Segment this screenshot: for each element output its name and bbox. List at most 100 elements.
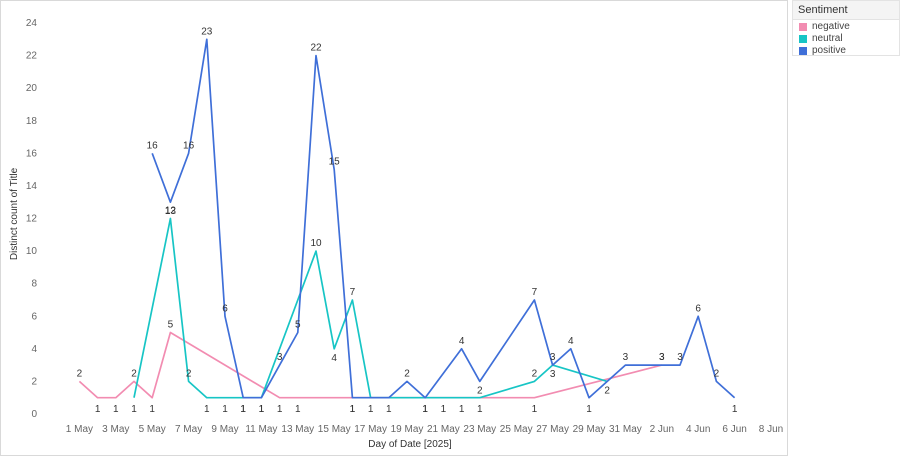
data-label-positive: 6	[222, 303, 228, 314]
data-label-negative: 5	[168, 320, 174, 331]
data-label-negative: 1	[422, 404, 428, 415]
x-tick-label: 27 May	[536, 424, 569, 435]
x-tick-label: 21 May	[427, 424, 460, 435]
data-label-negative: 1	[459, 404, 465, 415]
series-line-positive[interactable]	[151, 38, 736, 399]
legend-label-negative: negative	[812, 21, 850, 32]
data-label-positive: 16	[147, 140, 159, 151]
y-tick-label: 20	[26, 83, 38, 94]
data-label-positive: 3	[277, 352, 283, 363]
x-tick-label: 29 May	[573, 424, 606, 435]
data-label-negative: 2	[131, 368, 137, 379]
data-label-positive: 1	[240, 404, 246, 415]
x-tick-label: 7 May	[175, 424, 202, 435]
data-label-negative: 2	[77, 368, 83, 379]
y-tick-label: 10	[26, 246, 38, 257]
legend-item-neutral[interactable]: neutral	[793, 33, 899, 44]
legend-swatch-negative	[799, 22, 807, 31]
x-tick-label: 4 Jun	[686, 424, 710, 435]
x-tick-label: 5 May	[139, 424, 166, 435]
data-label-positive: 4	[459, 336, 465, 347]
data-label-neutral: 1	[204, 404, 210, 415]
data-label-neutral: 3	[550, 352, 556, 363]
y-tick-label: 2	[31, 376, 37, 387]
legend-swatch-neutral	[799, 34, 807, 43]
x-axis: 1 May 3 May 5 May 7 May 9 May 11 May 13 May 15 …	[66, 424, 783, 435]
data-label-positive: 23	[201, 26, 213, 37]
series-lines	[78, 38, 736, 399]
x-tick-label: 25 May	[500, 424, 533, 435]
data-label-neutral: 1	[477, 404, 483, 415]
legend: Sentiment negative neutral positive	[792, 0, 900, 56]
data-label-negative: 1	[277, 404, 283, 415]
x-tick-label: 1 May	[66, 424, 93, 435]
data-label-neutral: 1	[240, 404, 246, 415]
data-label-neutral: 1	[131, 404, 137, 415]
data-label-positive: 2	[714, 368, 720, 379]
x-tick-label: 2 Jun	[650, 424, 674, 435]
data-label-negative: 1	[95, 404, 101, 415]
data-label-positive: 7	[532, 287, 538, 298]
x-tick-label: 6 Jun	[722, 424, 746, 435]
legend-swatch-positive	[799, 46, 807, 55]
y-tick-label: 18	[26, 116, 38, 127]
data-label-positive: 4	[568, 336, 574, 347]
data-label-neutral: 2	[186, 368, 192, 379]
y-tick-label: 12	[26, 214, 38, 225]
legend-label-neutral: neutral	[812, 33, 843, 44]
x-tick-label: 31 May	[609, 424, 642, 435]
legend-item-negative[interactable]: negative	[793, 21, 899, 32]
x-tick-label: 8 Jun	[759, 424, 783, 435]
y-tick-label: 8	[31, 279, 37, 290]
data-label-negative: 1	[350, 404, 356, 415]
legend-label-positive: positive	[812, 45, 846, 56]
data-label-positive: 1	[422, 404, 428, 415]
legend-item-positive[interactable]: positive	[793, 45, 899, 56]
data-label-neutral: 1	[259, 404, 265, 415]
data-label-positive: 2	[404, 368, 410, 379]
data-label-positive: 22	[310, 43, 322, 54]
series-line-negative[interactable]	[78, 331, 663, 399]
data-label-negative: 3	[659, 352, 665, 363]
data-label-positive: 3	[623, 352, 629, 363]
x-tick-label: 3 May	[102, 424, 129, 435]
x-tick-label: 23 May	[463, 424, 496, 435]
data-label-positive: 1	[350, 404, 356, 415]
data-label-neutral: 4	[331, 353, 337, 364]
x-tick-label: 17 May	[354, 424, 387, 435]
data-label-positive: 13	[165, 206, 177, 217]
data-label-negative: 1	[113, 404, 119, 415]
data-label-neutral: 2	[604, 385, 610, 396]
x-tick-label: 15 May	[318, 424, 351, 435]
data-label-positive: 6	[695, 303, 701, 314]
data-label-positive: 16	[183, 140, 195, 151]
data-label-positive: 1	[732, 404, 738, 415]
data-label-negative: 1	[149, 404, 155, 415]
data-label-neutral: 1	[368, 404, 374, 415]
data-label-positive: 2	[477, 385, 483, 396]
data-label-positive: 3	[659, 352, 665, 363]
y-tick-label: 0	[31, 409, 37, 420]
y-tick-label: 24	[26, 18, 38, 29]
x-axis-title: Day of Date [2025]	[368, 439, 452, 450]
data-label-neutral: 7	[350, 287, 356, 298]
data-label-positive: 3	[550, 369, 556, 380]
y-axis-title: Distinct count of Title	[9, 167, 20, 260]
data-label-positive: 3	[677, 352, 683, 363]
data-label-negative: 1	[295, 404, 301, 415]
data-label-positive: 1	[586, 404, 592, 415]
data-label-positive: 5	[295, 320, 301, 331]
y-tick-label: 16	[26, 148, 38, 159]
series-line-neutral[interactable]	[133, 217, 608, 399]
y-tick-label: 22	[26, 51, 38, 62]
y-tick-label: 4	[31, 344, 37, 355]
x-tick-label: 19 May	[391, 424, 424, 435]
data-label-negative: 1	[532, 404, 538, 415]
x-tick-label: 11 May	[245, 424, 277, 435]
data-label-neutral: 2	[532, 368, 538, 379]
data-label-positive: 1	[386, 404, 392, 415]
data-label-neutral: 12	[165, 206, 177, 217]
